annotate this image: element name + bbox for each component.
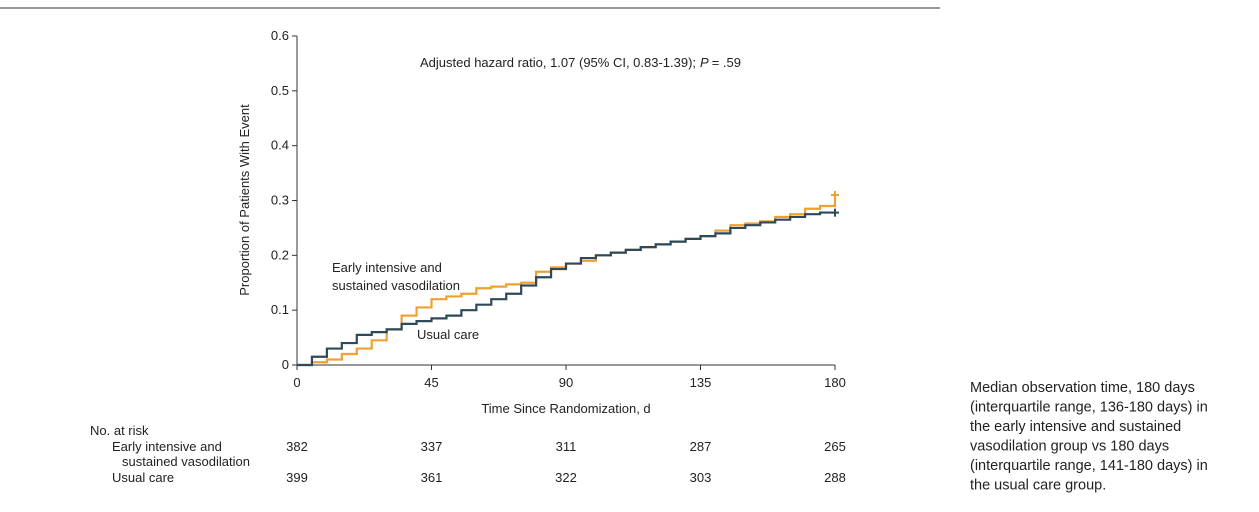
risk-count: 288 — [824, 470, 846, 485]
km-curve — [297, 211, 835, 367]
x-tick-label: 90 — [559, 375, 573, 390]
censor-mark — [831, 191, 839, 200]
y-tick-label: 0 — [282, 357, 289, 372]
note-line: vasodilation group vs 180 days — [970, 439, 1169, 455]
risk-count: 337 — [421, 439, 443, 454]
y-axis-label: Proportion of Patients With Event — [237, 104, 252, 296]
series-label: sustained vasodilation — [332, 278, 460, 293]
note-line: the usual care group. — [970, 478, 1106, 494]
note-line: Median observation time, 180 days — [970, 380, 1195, 396]
risk-count: 399 — [286, 470, 308, 485]
risk-count: 265 — [824, 439, 846, 454]
y-tick-label: 0.5 — [271, 83, 289, 98]
risk-count: 382 — [286, 439, 308, 454]
risk-row-label: sustained vasodilation — [122, 454, 250, 469]
risk-count: 311 — [556, 439, 577, 454]
censor-mark — [831, 208, 839, 217]
risk-title: No. at risk — [90, 423, 149, 438]
note-line: the early intensive and sustained — [970, 419, 1181, 435]
risk-count: 322 — [555, 470, 577, 485]
y-tick-label: 0.1 — [271, 302, 289, 317]
y-tick-label: 0.2 — [271, 247, 289, 262]
x-axis-label: Time Since Randomization, d — [481, 401, 650, 416]
annotation-text: Adjusted hazard ratio, 1.07 (95% CI, 0.8… — [420, 55, 696, 70]
risk-count: 303 — [690, 470, 712, 485]
risk-count: 361 — [421, 470, 443, 485]
y-tick-label: 0.3 — [271, 193, 289, 208]
note-line: (interquartile range, 141-180 days) in — [970, 458, 1208, 474]
risk-count: 287 — [690, 439, 712, 454]
annotation: Adjusted hazard ratio, 1.07 (95% CI, 0.8… — [420, 55, 741, 70]
x-tick-label: 180 — [824, 375, 846, 390]
series-label: Usual care — [417, 327, 479, 342]
series-label: Early intensive and — [332, 260, 442, 275]
risk-row-label: Early intensive and — [112, 439, 222, 454]
note-line: (interquartile range, 136-180 days) in — [970, 400, 1208, 416]
y-tick-label: 0.4 — [271, 138, 289, 153]
x-tick-label: 0 — [293, 375, 300, 390]
y-tick-label: 0.6 — [271, 28, 289, 43]
x-tick-label: 135 — [690, 375, 712, 390]
annotation-value: = .59 — [712, 55, 741, 70]
annotation-p: P — [700, 55, 709, 70]
risk-row-label: Usual care — [112, 470, 174, 485]
x-tick-label: 45 — [424, 375, 438, 390]
